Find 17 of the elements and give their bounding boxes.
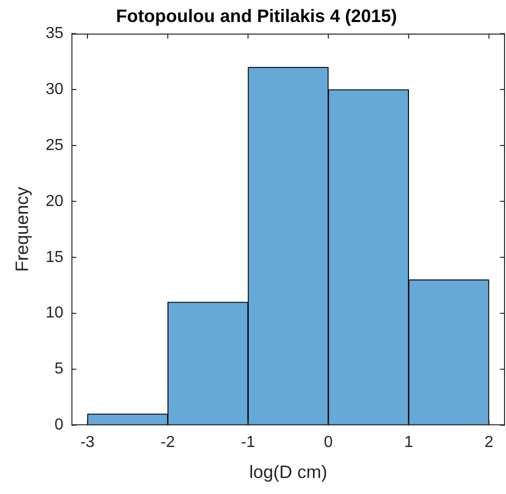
y-axis-title: Frequency xyxy=(12,186,32,272)
chart-title: Fotopoulou and Pitilakis 4 (2015) xyxy=(116,6,398,26)
y-tick-label: 5 xyxy=(54,360,64,378)
y-tick-label: 15 xyxy=(46,248,64,266)
y-tick-label: 0 xyxy=(54,416,64,434)
x-tick-label: -3 xyxy=(80,434,95,452)
x-tick-label: 1 xyxy=(404,434,414,452)
x-axis-title: log(D cm) xyxy=(249,462,328,482)
y-tick-label: 25 xyxy=(46,136,64,154)
y-tick-label: 20 xyxy=(46,192,64,210)
x-tick-label: -1 xyxy=(240,434,256,452)
y-tick-label: 35 xyxy=(46,25,64,42)
y-tick-label: 30 xyxy=(46,80,64,98)
x-tick-label: 0 xyxy=(324,434,333,452)
y-tick-label: 10 xyxy=(46,304,64,322)
x-tick-label: -2 xyxy=(160,434,175,452)
x-tick-label: 2 xyxy=(484,434,494,452)
